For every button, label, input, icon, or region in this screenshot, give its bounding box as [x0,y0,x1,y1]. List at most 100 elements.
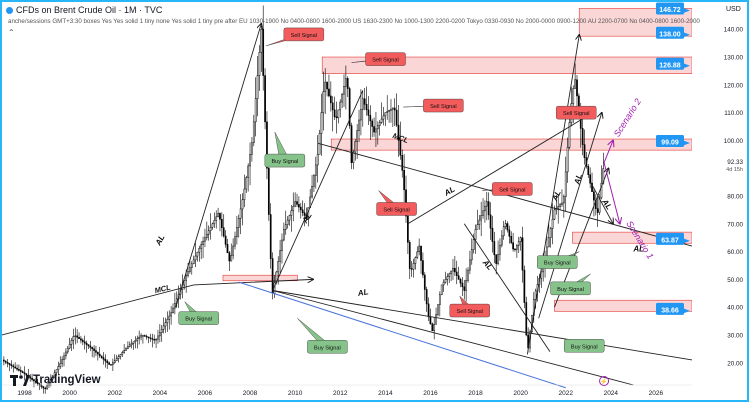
candle-up [174,303,176,309]
candle-down [393,107,396,111]
candle-up [170,312,172,317]
chart-title[interactable]: CFDs on Brent Crude Oil · 1M · TVC [6,5,162,15]
candle-down [102,357,105,360]
candle-up [294,201,296,207]
candle-up [204,237,206,242]
candle-up [53,372,56,377]
candle-up [164,322,167,327]
candle-up [476,224,479,230]
candle-up [290,210,293,216]
candle-up [128,344,131,347]
candle-down [525,302,528,336]
candle-up [482,210,484,216]
scenario-arrow [603,162,620,224]
candle-up [283,229,285,241]
candle-up [115,358,118,361]
x-tick-label: 2024 [604,390,619,397]
candle-up [230,255,233,262]
candle-down [110,364,112,366]
candle-up [450,270,452,275]
candle-down [10,364,13,367]
candle-up [339,101,342,111]
candle-up [121,352,124,355]
candle-down [89,345,92,348]
tradingview-logo[interactable]: TradingView [10,374,101,386]
price-axis-panel [692,2,747,400]
candle-up [65,351,67,357]
candle-up [249,154,251,167]
candle-up [155,338,157,341]
candle-down [6,362,9,364]
candle-down [34,380,37,383]
candle-up [113,360,116,363]
buy-signal-label: Buy Signal [314,345,341,351]
candle-up [256,75,259,99]
candle-down [149,337,152,339]
candle-up [435,314,437,325]
candle-up [68,343,71,349]
price-tag-label: 99.09 [661,140,679,147]
candle-down [495,254,498,264]
candle-down [581,128,584,145]
candle-up [448,273,451,277]
candle-down [266,121,268,169]
candle-up [472,239,475,250]
candle-up [551,218,554,229]
candle-up [352,151,355,163]
candle-up [416,251,419,258]
candle-down [106,360,109,364]
candle-down [408,242,411,269]
candle-down [491,227,494,242]
candle-up [337,109,340,119]
trend-line [272,290,634,386]
candle-up [360,109,362,121]
candle-down [457,275,460,280]
candle-up [390,108,392,111]
x-tick-label: 2020 [513,390,528,397]
price-tag [656,134,684,147]
candle-up [194,255,197,261]
candle-down [514,248,516,251]
candle-down [431,323,434,332]
candle-up [440,284,443,296]
buy-signal-box [307,340,348,354]
collapse-chevron-icon[interactable]: ⌃ [8,28,15,37]
candle-down [348,88,351,126]
price-tag-label: 138.00 [659,31,681,38]
x-tick-label: 2018 [468,390,483,397]
buy-signal-label: Buy Signal [557,287,584,293]
candle-up [500,235,503,246]
sell-signal-label: Sell Signal [563,111,589,117]
candle-up [112,362,114,365]
candle-up [562,196,565,204]
candle-up [497,254,499,264]
candle-down [593,191,595,201]
currency-label[interactable]: USD [726,6,741,13]
candle-up [343,86,345,95]
last-price-label: 92.33 [727,159,743,166]
alert-icon [599,376,610,386]
candle-up [72,336,75,341]
candle-up [438,294,441,305]
x-tick-label: 2000 [62,390,77,397]
candle-down [407,215,409,243]
candle-up [209,227,212,231]
sell-signal-box [556,105,597,120]
y-tick-label: 50.00 [727,277,743,284]
y-tick-label: 100.00 [724,138,744,145]
alert-icon-glyph: ⚡ [600,377,607,385]
trend-line [272,90,364,291]
candle-up [192,259,195,265]
studies-legend[interactable]: anche/sessions GMT+3:30 boxes Yes Yes so… [8,18,700,25]
candle-down [262,28,265,76]
candle-down [153,339,156,341]
sell-signal-box [449,303,490,318]
candle-up [386,111,389,113]
candle-down [226,244,229,253]
candle-up [288,215,291,221]
candle-down [85,342,88,345]
candle-up [187,271,189,276]
candle-down [23,372,26,375]
